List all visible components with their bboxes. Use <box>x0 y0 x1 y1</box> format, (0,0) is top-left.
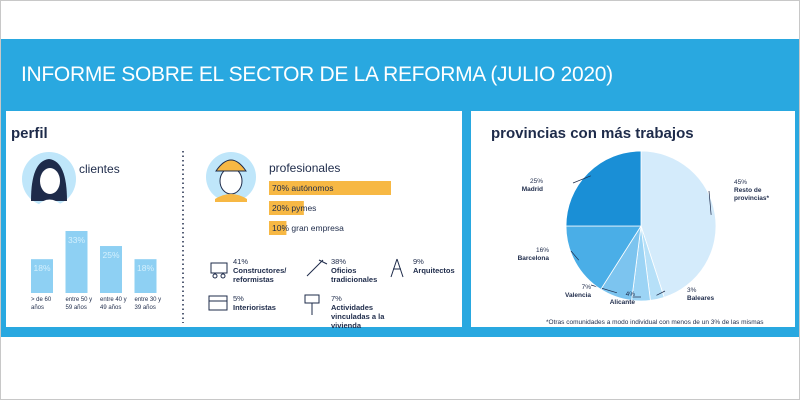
trade-item: 38% Oficios tradicionales <box>331 257 383 284</box>
bar <box>65 231 88 293</box>
leader-line <box>708 190 712 215</box>
slice-label: 25% Madrid <box>499 178 543 194</box>
footnote: *Otras comunidades a modo individual con… <box>546 319 764 326</box>
bar <box>134 259 157 293</box>
leader-line <box>572 175 591 184</box>
trade-label: Actividades vinculadas a la vivienda <box>331 303 385 330</box>
pro-avatar <box>206 152 256 202</box>
bar-label: 70% autónomos <box>272 183 333 193</box>
chart-title: clientes <box>79 162 120 176</box>
trade-pct: 38% <box>331 257 347 266</box>
category-label: Barcelona <box>517 255 549 262</box>
slice-label: 16% Barcelona <box>505 247 549 263</box>
slice-label: 3% Baleares <box>687 287 731 303</box>
value-label: 18% <box>137 263 154 273</box>
value-label: 20% <box>272 203 290 213</box>
bar-label: 20% pymes <box>272 203 316 213</box>
x-tick-label: entre 30 y 39 años <box>134 297 162 311</box>
trade-label: Arquitectos <box>413 266 455 275</box>
category-label: autónomos <box>291 183 334 193</box>
section-title: perfil <box>11 125 48 142</box>
value-label: 25% <box>529 178 543 185</box>
value-label: 16% <box>535 247 549 254</box>
x-tick-label: entre 40 y 49 años <box>100 297 127 311</box>
trade-pct: 5% <box>233 294 244 303</box>
value-label: 25% <box>102 250 119 260</box>
slice-label: 4% Alicante <box>591 291 635 307</box>
category-label: gran empresa <box>291 223 344 233</box>
leader-line <box>570 250 580 261</box>
pie-slice <box>565 225 642 290</box>
category-label: Baleares <box>687 295 715 302</box>
bar <box>269 201 304 215</box>
trade-item: 41% Constructores/ reformistas <box>233 257 287 284</box>
trade-pct: 7% <box>331 294 342 303</box>
leader-line <box>590 284 618 294</box>
value-label: 33% <box>68 235 85 245</box>
bar <box>100 246 122 293</box>
trade-item: 5% Interioristas <box>233 294 276 312</box>
category-label: Valencia <box>564 292 591 299</box>
trade-label: Constructores/ reformistas <box>233 266 287 284</box>
bar <box>31 259 53 293</box>
value-label: 18% <box>33 263 50 273</box>
trade-item: 9% Arquitectos <box>413 257 455 275</box>
category-label: Alicante <box>609 299 635 306</box>
x-tick-label: > de 60 años <box>31 297 52 311</box>
trade-label: Oficios tradicionales <box>331 266 378 284</box>
pie-slice <box>640 150 717 298</box>
category-label: pymes <box>291 203 317 213</box>
trade-item: 7% Actividades vinculadas a la vivienda <box>331 294 403 330</box>
trade-pct: 9% <box>413 257 424 266</box>
value-label: 70% <box>272 183 290 193</box>
category-label: Resto de provincias* <box>734 187 770 202</box>
value-label: 7% <box>581 284 591 291</box>
page-title: INFORME SOBRE EL SECTOR DE LA REFORMA (J… <box>21 63 613 86</box>
pie-slice <box>565 150 642 227</box>
client-avatar <box>22 152 76 206</box>
slice-label: 7% Valencia <box>547 284 591 300</box>
bar-label: 10% gran empresa <box>272 223 344 233</box>
trade-label: Interioristas <box>233 303 276 312</box>
trade-pct: 41% <box>233 257 249 266</box>
bar <box>269 221 287 235</box>
value-label: 45% <box>734 179 748 186</box>
category-label: Madrid <box>521 186 543 193</box>
slice-label: 45% Resto de provincias* <box>734 179 778 203</box>
value-label: 3% <box>687 287 697 294</box>
trade-icons <box>208 258 404 315</box>
x-tick-label: entre 50 y 59 años <box>65 297 93 311</box>
chart-title: profesionales <box>269 161 341 175</box>
value-label: 4% <box>625 291 635 298</box>
bar <box>269 181 391 195</box>
value-label: 10% <box>272 223 290 233</box>
section-title: provincias con más trabajos <box>491 125 694 142</box>
leader-line <box>656 290 666 296</box>
